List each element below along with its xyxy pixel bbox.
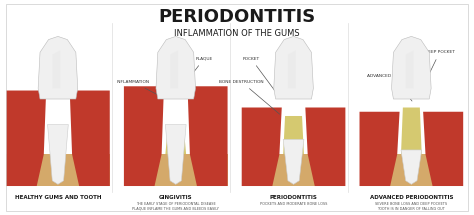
Text: INFLAMMATION: INFLAMMATION bbox=[117, 80, 159, 96]
Polygon shape bbox=[283, 116, 304, 154]
Polygon shape bbox=[392, 36, 431, 99]
Polygon shape bbox=[283, 139, 304, 184]
Polygon shape bbox=[359, 112, 400, 186]
Text: HEALTHY GUMS AND TOOTH: HEALTHY GUMS AND TOOTH bbox=[15, 195, 101, 200]
Polygon shape bbox=[156, 36, 196, 99]
Polygon shape bbox=[124, 86, 164, 186]
Polygon shape bbox=[6, 91, 46, 186]
Polygon shape bbox=[124, 154, 228, 186]
Text: PERIODONTITIS: PERIODONTITIS bbox=[158, 8, 316, 26]
Text: BONE DESTRUCTION: BONE DESTRUCTION bbox=[219, 80, 280, 114]
Polygon shape bbox=[288, 50, 296, 88]
Polygon shape bbox=[242, 108, 282, 186]
Text: ADVANCED BONE LOSS: ADVANCED BONE LOSS bbox=[367, 74, 418, 101]
Polygon shape bbox=[359, 154, 463, 186]
Text: PLAQUE: PLAQUE bbox=[184, 57, 213, 84]
Text: DEEP POCKET: DEEP POCKET bbox=[424, 50, 455, 84]
Text: ADVANCED PERIODONTITIS: ADVANCED PERIODONTITIS bbox=[370, 195, 453, 200]
Text: PERIODONTITIS: PERIODONTITIS bbox=[270, 195, 318, 200]
Polygon shape bbox=[188, 86, 228, 186]
Polygon shape bbox=[242, 154, 346, 186]
Polygon shape bbox=[274, 36, 313, 99]
Text: GINGIVITIS: GINGIVITIS bbox=[159, 195, 192, 200]
Polygon shape bbox=[165, 124, 186, 184]
Polygon shape bbox=[401, 108, 422, 154]
Polygon shape bbox=[6, 154, 110, 186]
Polygon shape bbox=[423, 112, 463, 186]
Text: THE EARLY STAGE OF PERIODONTAL DISEASE
PLAQUE INFLAME THE GUMS AND BLEEDS EASILY: THE EARLY STAGE OF PERIODONTAL DISEASE P… bbox=[132, 202, 219, 210]
Polygon shape bbox=[165, 133, 186, 154]
Polygon shape bbox=[52, 50, 60, 88]
Text: POCKET: POCKET bbox=[243, 57, 278, 95]
Polygon shape bbox=[47, 124, 68, 184]
Polygon shape bbox=[305, 108, 346, 186]
Polygon shape bbox=[401, 150, 422, 184]
Polygon shape bbox=[70, 91, 110, 186]
Polygon shape bbox=[406, 50, 414, 88]
Text: INFLAMMATION OF THE GUMS: INFLAMMATION OF THE GUMS bbox=[174, 29, 300, 38]
Text: POCKETS AND MODERATE BONE LOSS: POCKETS AND MODERATE BONE LOSS bbox=[260, 202, 327, 206]
Text: SEVERE BONE LOSS AND DEEP POCKETS
TOOTH IS IN DANGER OF FALLING OUT: SEVERE BONE LOSS AND DEEP POCKETS TOOTH … bbox=[375, 202, 447, 210]
Polygon shape bbox=[170, 50, 178, 88]
Polygon shape bbox=[38, 36, 78, 99]
